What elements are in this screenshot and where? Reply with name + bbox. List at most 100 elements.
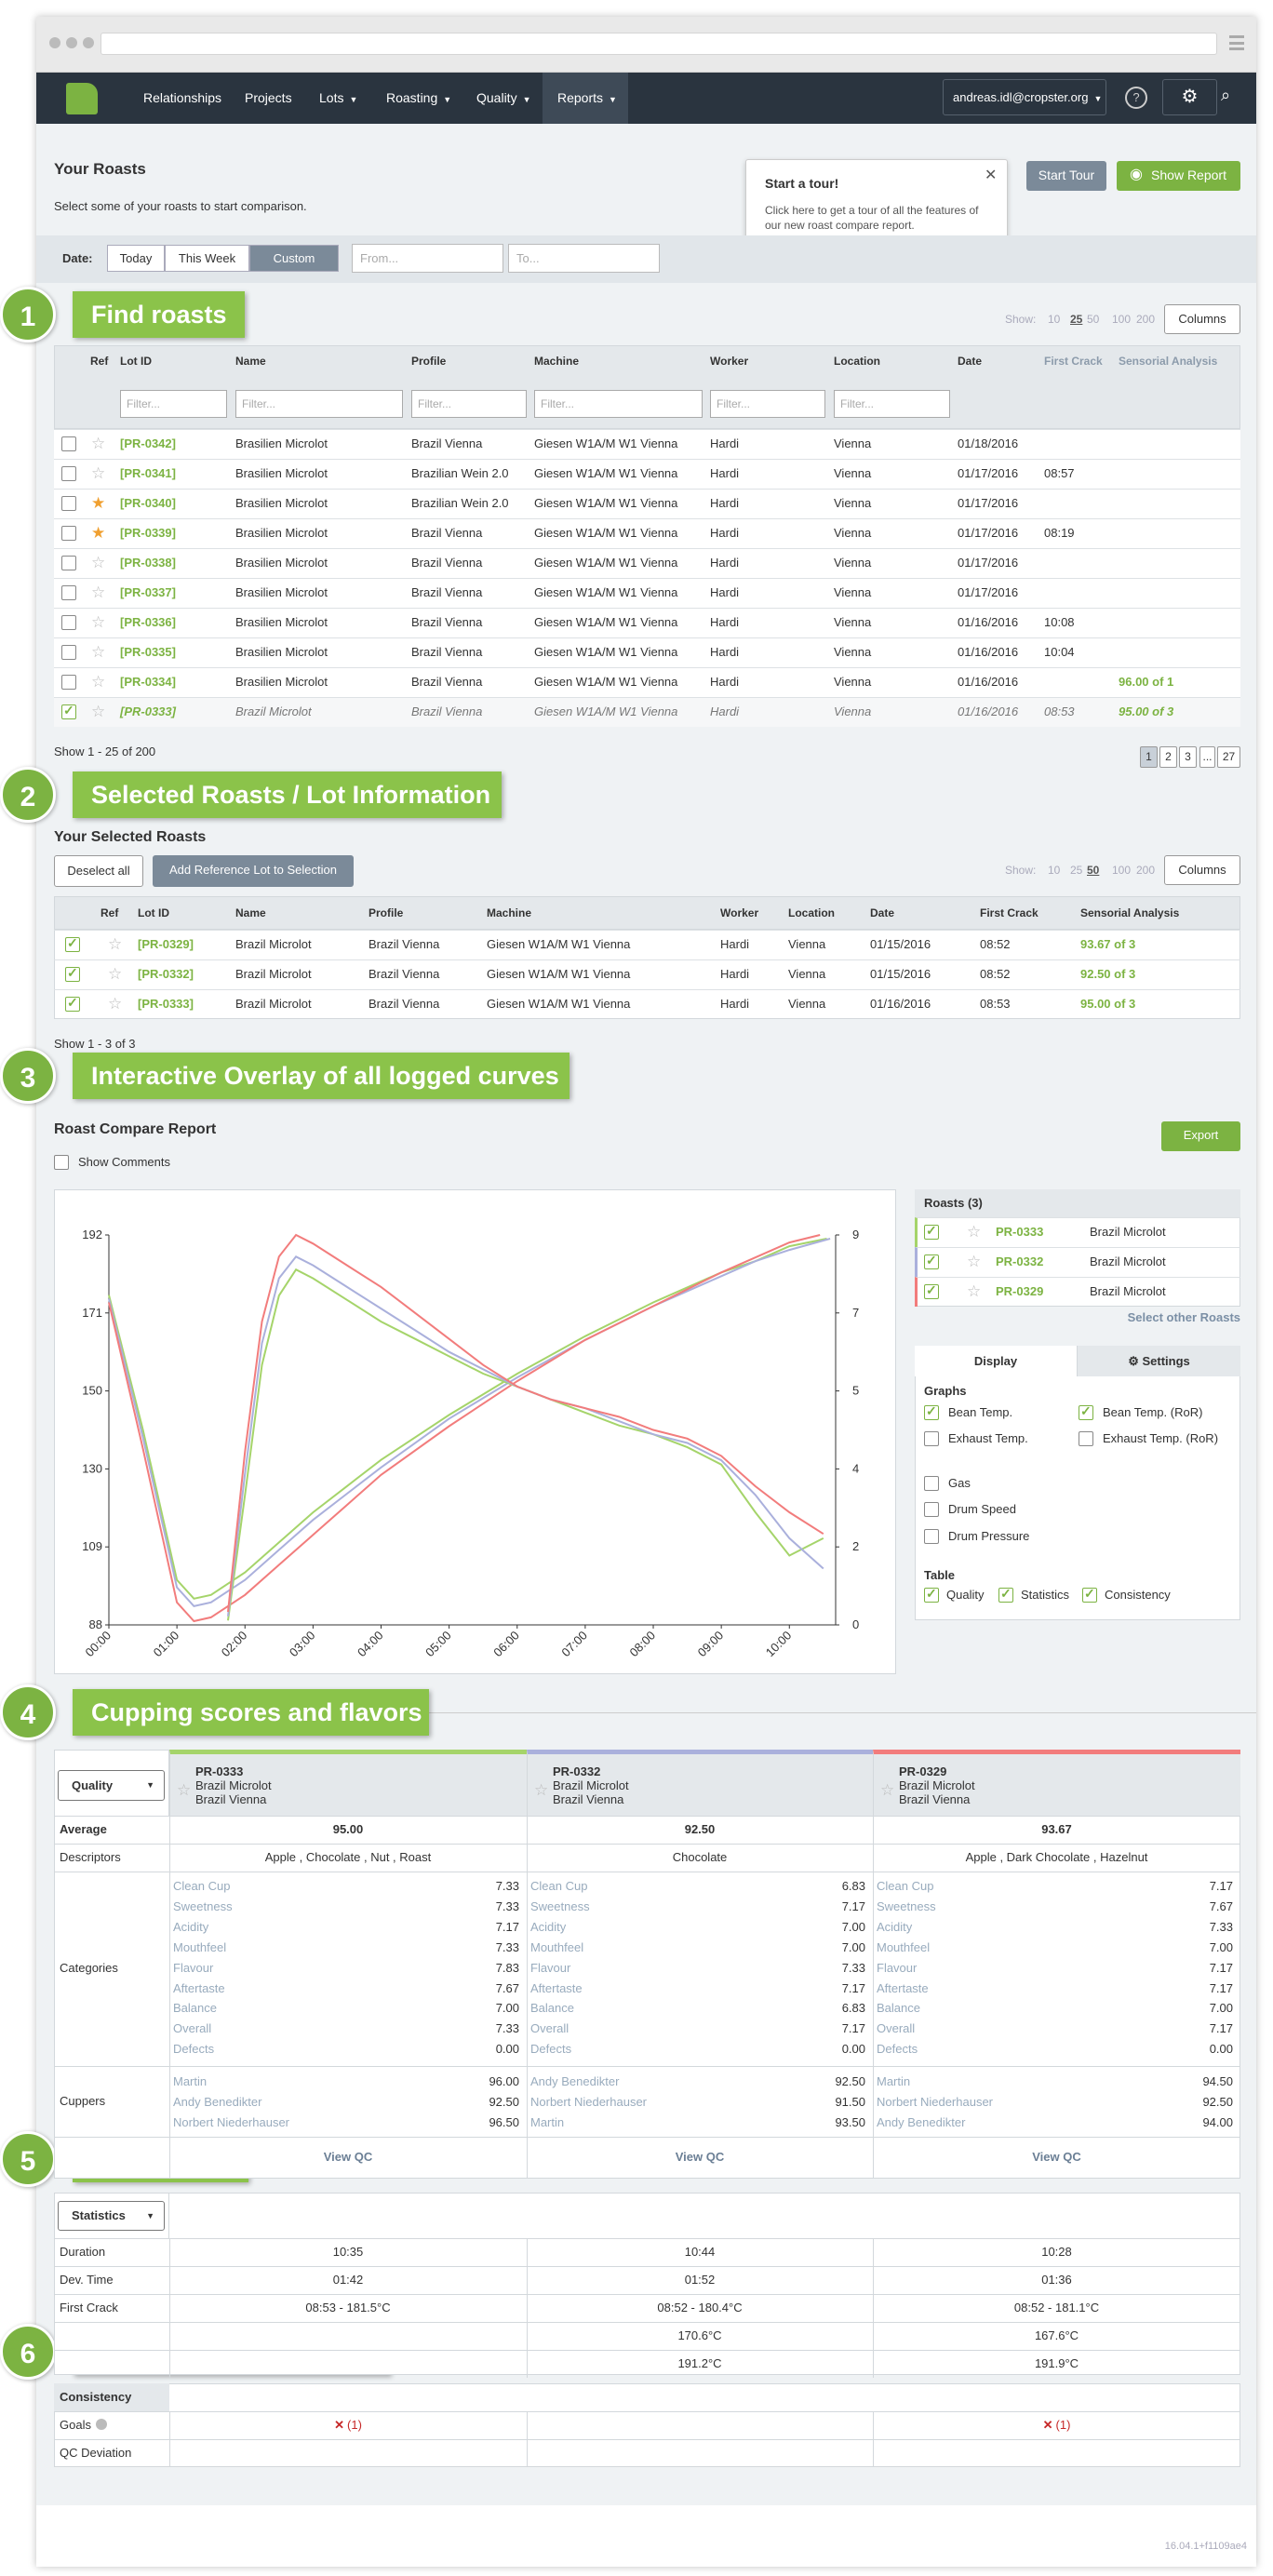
to-input[interactable]: To...	[508, 244, 660, 273]
filter-input[interactable]: Filter...	[710, 390, 825, 418]
nav-item[interactable]: Relationships	[143, 90, 222, 105]
lot-id-link[interactable]: [PR-0341]	[120, 466, 176, 480]
nav-item[interactable]: Quality ▼	[476, 90, 531, 105]
star[interactable]: ☆	[108, 995, 123, 1013]
checkbox[interactable]	[924, 1431, 939, 1446]
columns-button[interactable]: Columns	[1164, 304, 1240, 334]
pagination-button[interactable]: 2	[1159, 746, 1177, 768]
checkbox[interactable]: ✓	[924, 1282, 939, 1299]
checkbox[interactable]: ✓	[65, 995, 80, 1012]
view-qc-link[interactable]: View QC	[675, 2150, 725, 2164]
statistics-dropdown[interactable]: Statistics ▼	[58, 2201, 165, 2231]
checkbox[interactable]: ✓	[924, 1223, 939, 1240]
start-tour-button[interactable]: Start Tour	[1026, 161, 1106, 191]
pagination-button[interactable]: ...	[1199, 746, 1215, 768]
user-menu[interactable]: andreas.idl@cropster.org ▼	[943, 79, 1106, 115]
lot-id-link[interactable]: [PR-0335]	[120, 645, 176, 659]
filter-input[interactable]: Filter...	[235, 390, 403, 418]
roast-id[interactable]: PR-0333	[996, 1225, 1044, 1239]
filter-input[interactable]: Filter...	[120, 390, 227, 418]
date-button[interactable]: Custom	[249, 245, 339, 272]
star[interactable]: ☆	[91, 703, 106, 720]
star[interactable]: ☆	[91, 673, 106, 691]
search-icon[interactable]: ⌕	[1221, 86, 1231, 104]
checkbox[interactable]: ✓	[1082, 1586, 1097, 1603]
roast-id[interactable]: PR-0329	[996, 1284, 1044, 1298]
page-size-option[interactable]: 25	[1070, 864, 1083, 877]
filter-input[interactable]: Filter...	[411, 390, 527, 418]
lot-id-link[interactable]: [PR-0342]	[120, 436, 176, 450]
from-input[interactable]: From...	[352, 244, 503, 273]
tab[interactable]: ⚙ Settings	[1078, 1346, 1240, 1376]
nav-item[interactable]: Lots ▼	[319, 90, 358, 105]
columns-button[interactable]: Columns	[1164, 855, 1240, 885]
select-other-link[interactable]: Select other Roasts	[1127, 1310, 1240, 1324]
page-size-option[interactable]: 200	[1136, 864, 1156, 877]
export-button[interactable]: Export	[1161, 1121, 1240, 1151]
star[interactable]: ☆	[967, 1253, 982, 1270]
star[interactable]: ☆	[967, 1223, 982, 1241]
menu-icon[interactable]	[1229, 35, 1244, 50]
date-button[interactable]: This Week	[165, 245, 249, 272]
page-size-option[interactable]: 10	[1048, 864, 1061, 877]
pagination-button[interactable]: 3	[1179, 746, 1197, 768]
show-report-button[interactable]: Show Report ◉	[1117, 161, 1240, 191]
checkbox[interactable]	[61, 645, 76, 660]
checkbox[interactable]: ✓	[924, 1403, 939, 1420]
star[interactable]: ☆	[108, 935, 123, 953]
lot-id-link[interactable]: [PR-0339]	[120, 526, 176, 540]
star[interactable]: ☆	[91, 584, 106, 601]
checkbox[interactable]	[61, 675, 76, 690]
star[interactable]: ☆	[91, 435, 106, 452]
checkbox[interactable]	[61, 556, 76, 570]
address-bar[interactable]	[100, 33, 1217, 55]
pagination-button[interactable]: 1	[1140, 746, 1158, 768]
help-icon[interactable]: ?	[1125, 87, 1147, 109]
star[interactable]: ☆	[91, 554, 106, 571]
lot-id-link[interactable]: [PR-0340]	[120, 496, 176, 510]
star[interactable]: ☆	[967, 1282, 982, 1300]
page-size-option[interactable]: 50	[1087, 864, 1100, 877]
checkbox[interactable]: ✓	[65, 965, 80, 982]
checkbox[interactable]: ✓	[61, 703, 76, 719]
lot-id-link[interactable]: [PR-0334]	[120, 675, 176, 689]
page-size-option[interactable]: 10	[1048, 313, 1061, 326]
settings-menu[interactable]: ⚙	[1162, 79, 1217, 115]
checkbox[interactable]	[61, 526, 76, 541]
checkbox[interactable]	[61, 585, 76, 600]
checkbox[interactable]: ✓	[65, 935, 80, 952]
checkbox[interactable]	[61, 466, 76, 481]
page-size-option[interactable]: 100	[1112, 864, 1132, 877]
tour-close[interactable]: ✕	[985, 168, 998, 183]
lot-id-link[interactable]: [PR-0338]	[120, 556, 176, 570]
checkbox[interactable]: ✓	[924, 1586, 939, 1603]
lot-id-link[interactable]: [PR-0336]	[120, 615, 176, 629]
checkbox[interactable]	[61, 615, 76, 630]
filter-input[interactable]: Filter...	[534, 390, 703, 418]
checkbox[interactable]: ✓	[1079, 1403, 1093, 1420]
nav-item[interactable]: Projects	[245, 90, 292, 105]
page-size-option[interactable]: 200	[1136, 313, 1156, 326]
lot-id-link[interactable]: [PR-0332]	[138, 967, 194, 981]
tab-active[interactable]: Display	[915, 1346, 1078, 1376]
star[interactable]: ☆	[108, 965, 123, 983]
nav-item[interactable]: Roasting ▼	[386, 90, 452, 105]
star[interactable]: ★	[91, 524, 106, 542]
add-reference-button[interactable]: Add Reference Lot to Selection	[153, 855, 354, 887]
lot-id-link[interactable]: [PR-0333]	[138, 997, 194, 1011]
lot-id-link[interactable]: [PR-0333]	[120, 704, 176, 718]
deselect-button[interactable]: Deselect all	[54, 855, 143, 887]
checkbox[interactable]	[61, 496, 76, 511]
star[interactable]: ★	[91, 494, 106, 512]
star[interactable]: ☆	[880, 1781, 895, 1799]
star[interactable]: ☆	[91, 464, 106, 482]
date-button[interactable]: Today	[107, 245, 165, 272]
filter-input[interactable]: Filter...	[834, 390, 950, 418]
page-size-option[interactable]: 25	[1070, 313, 1083, 326]
checkbox[interactable]	[61, 436, 76, 451]
star[interactable]: ☆	[91, 613, 106, 631]
quality-dropdown[interactable]: Quality ▼	[58, 1770, 165, 1801]
lot-id-link[interactable]: [PR-0329]	[138, 937, 194, 951]
checkbox[interactable]	[924, 1502, 939, 1517]
star[interactable]: ☆	[177, 1781, 192, 1799]
